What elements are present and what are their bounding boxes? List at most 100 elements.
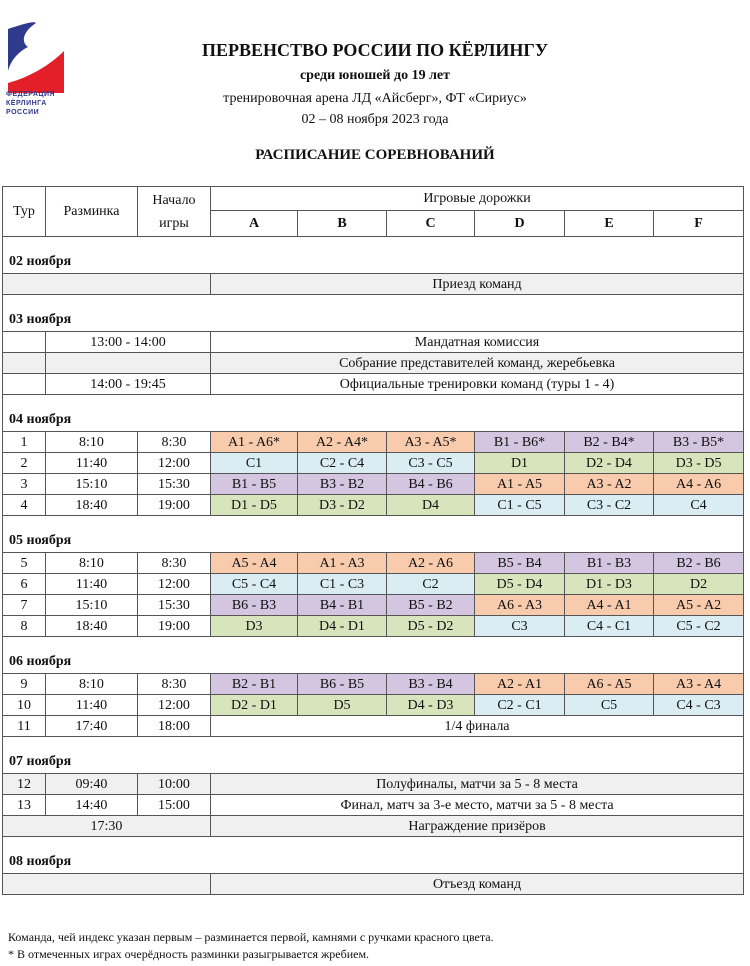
event-row: Приезд команд [2, 273, 745, 295]
game-cell-lane-e: C4 - C1 [564, 615, 654, 637]
event-row: Собрание представителей команд, жеребьев… [2, 352, 745, 374]
event-row: Отъезд команд [2, 873, 745, 895]
game-cell-lane-e: D1 - D3 [564, 573, 654, 595]
start-time: 12:00 [137, 452, 211, 474]
lane-header-c: C [386, 210, 475, 237]
tour-number: 4 [2, 494, 46, 516]
warmup-time: 15:10 [45, 594, 138, 616]
game-cell-lane-b: A2 - A4* [297, 431, 387, 453]
start-time: 12:00 [137, 573, 211, 595]
event-description: 1/4 финала [209, 715, 745, 737]
game-cell-lane-f: D3 - D5 [652, 452, 745, 474]
game-cell-lane-d: A1 - A5 [474, 473, 565, 495]
federation-logo [8, 22, 64, 93]
date-row: 07 ноября [1, 736, 745, 774]
game-cell-lane-d: C3 [474, 615, 565, 637]
game-cell-lane-a: A1 - A6* [210, 431, 298, 453]
game-cell-lane-e: C5 [564, 694, 654, 716]
game-cell-lane-f: C5 - C2 [652, 615, 745, 637]
event-row: 13:00 - 14:00 Мандатная комиссия [2, 331, 745, 353]
column-header-lanes: Игровые дорожки [209, 186, 745, 211]
note-warmup-order: Команда, чей индекс указан первым – разм… [8, 930, 494, 944]
game-cell-lane-c: D4 [386, 494, 475, 516]
warmup-time: 11:40 [45, 573, 138, 595]
game-cell-lane-f: D2 [652, 573, 745, 595]
event-row: 14:00 - 19:45 Официальные тренировки кома… [2, 373, 745, 395]
date-row: 06 ноября [1, 636, 745, 674]
page-subtitle: среди юношей до 19 лет [299, 68, 451, 83]
game-cell-lane-f: C4 - C3 [652, 694, 745, 716]
date-row: 02 ноября [1, 236, 745, 274]
empty-cell [2, 373, 46, 395]
date-label: 05 ноября [1, 515, 745, 553]
event-time: 17:30 [2, 815, 211, 837]
footnotes: Команда, чей индекс указан первым – разм… [8, 929, 494, 963]
event-description: Полуфиналы, матчи за 5 - 8 места [209, 773, 745, 795]
game-cell-lane-f: B3 - B5* [652, 431, 745, 453]
empty-cell [2, 873, 211, 895]
start-time: 15:30 [137, 473, 211, 495]
column-header-warmup: Разминка [45, 186, 138, 237]
page-title: ПЕРВЕНСТВО РОССИИ ПО КЁРЛИНГУ [201, 40, 549, 60]
tour-number: 7 [2, 594, 46, 616]
event-description: Собрание представителей команд, жеребьев… [209, 352, 745, 374]
lane-header-e: E [564, 210, 654, 237]
event-row: 12 09:40 10:00 Полуфиналы, матчи за 5 - 8 м… [2, 773, 745, 795]
date-label: 03 ноября [1, 294, 745, 332]
tour-number: 9 [2, 673, 46, 695]
game-cell-lane-f: A4 - A6 [652, 473, 745, 495]
game-cell-lane-c: A2 - A6 [386, 552, 475, 574]
column-header-start: Начало игры [137, 186, 211, 237]
game-cell-lane-d: C1 - C5 [474, 494, 565, 516]
event-description: Мандатная комиссия [209, 331, 745, 353]
warmup-time: 8:10 [45, 431, 138, 453]
game-cell-lane-c: C2 [386, 573, 475, 595]
game-row: 5 8:10 8:30 A5 - A4 A1 - A3 A2 - A6 B5 - B4 B1 … [2, 552, 745, 574]
game-cell-lane-a: D2 - D1 [210, 694, 298, 716]
warmup-time: 8:10 [45, 673, 138, 695]
game-cell-lane-a: D3 [210, 615, 298, 637]
event-description: Финал, матч за 3-е место, матчи за 5 - 8… [209, 794, 745, 816]
game-row: 9 8:10 8:30 B2 - B1 B6 - B5 B3 - B4 A2 - A1 A6 … [2, 673, 745, 695]
game-cell-lane-e: A4 - A1 [564, 594, 654, 616]
start-time: 10:00 [137, 773, 211, 795]
schedule-table: Тур Разминка Начало игры Игровые дорожки… [1, 186, 745, 895]
warmup-time: 8:10 [45, 552, 138, 574]
game-cell-lane-c: D5 - D2 [386, 615, 475, 637]
game-cell-lane-a: B6 - B3 [210, 594, 298, 616]
event-description: Приезд команд [209, 273, 745, 295]
game-cell-lane-c: B4 - B6 [386, 473, 475, 495]
lane-header-f: F [652, 210, 745, 237]
start-time: 12:00 [137, 694, 211, 716]
warmup-time: 14:40 [45, 794, 138, 816]
tour-number: 10 [2, 694, 46, 716]
warmup-time: 11:40 [45, 452, 138, 474]
event-row: 11 17:40 18:00 1/4 финала [2, 715, 745, 737]
event-dates: 02 – 08 ноября 2023 года [301, 112, 449, 127]
warmup-time: 15:10 [45, 473, 138, 495]
game-cell-lane-c: C3 - C5 [386, 452, 475, 474]
game-cell-lane-b: D3 - D2 [297, 494, 387, 516]
date-label: 08 ноября [1, 836, 745, 874]
game-cell-lane-f: C4 [652, 494, 745, 516]
date-row: 08 ноября [1, 836, 745, 874]
column-header-tour: Тур [2, 186, 46, 237]
game-cell-lane-b: A1 - A3 [297, 552, 387, 574]
date-row: 03 ноября [1, 294, 745, 332]
warmup-time: 18:40 [45, 494, 138, 516]
game-cell-lane-b: D4 - D1 [297, 615, 387, 637]
start-time: 15:30 [137, 594, 211, 616]
game-cell-lane-a: C1 [210, 452, 298, 474]
start-time: 15:00 [137, 794, 211, 816]
game-cell-lane-e: A3 - A2 [564, 473, 654, 495]
date-row: 05 ноября [1, 515, 745, 553]
note-asterisk: * В отмеченных играх очерёдность разминк… [8, 947, 370, 961]
lane-header-d: D [474, 210, 565, 237]
empty-cell [2, 273, 211, 295]
game-cell-lane-a: B1 - B5 [210, 473, 298, 495]
tour-number: 8 [2, 615, 46, 637]
tour-number: 11 [2, 715, 46, 737]
game-row: 1 8:10 8:30 A1 - A6* A2 - A4* A3 - A5* B1 - B6… [2, 431, 745, 453]
tour-number: 6 [2, 573, 46, 595]
game-cell-lane-d: C2 - C1 [474, 694, 565, 716]
